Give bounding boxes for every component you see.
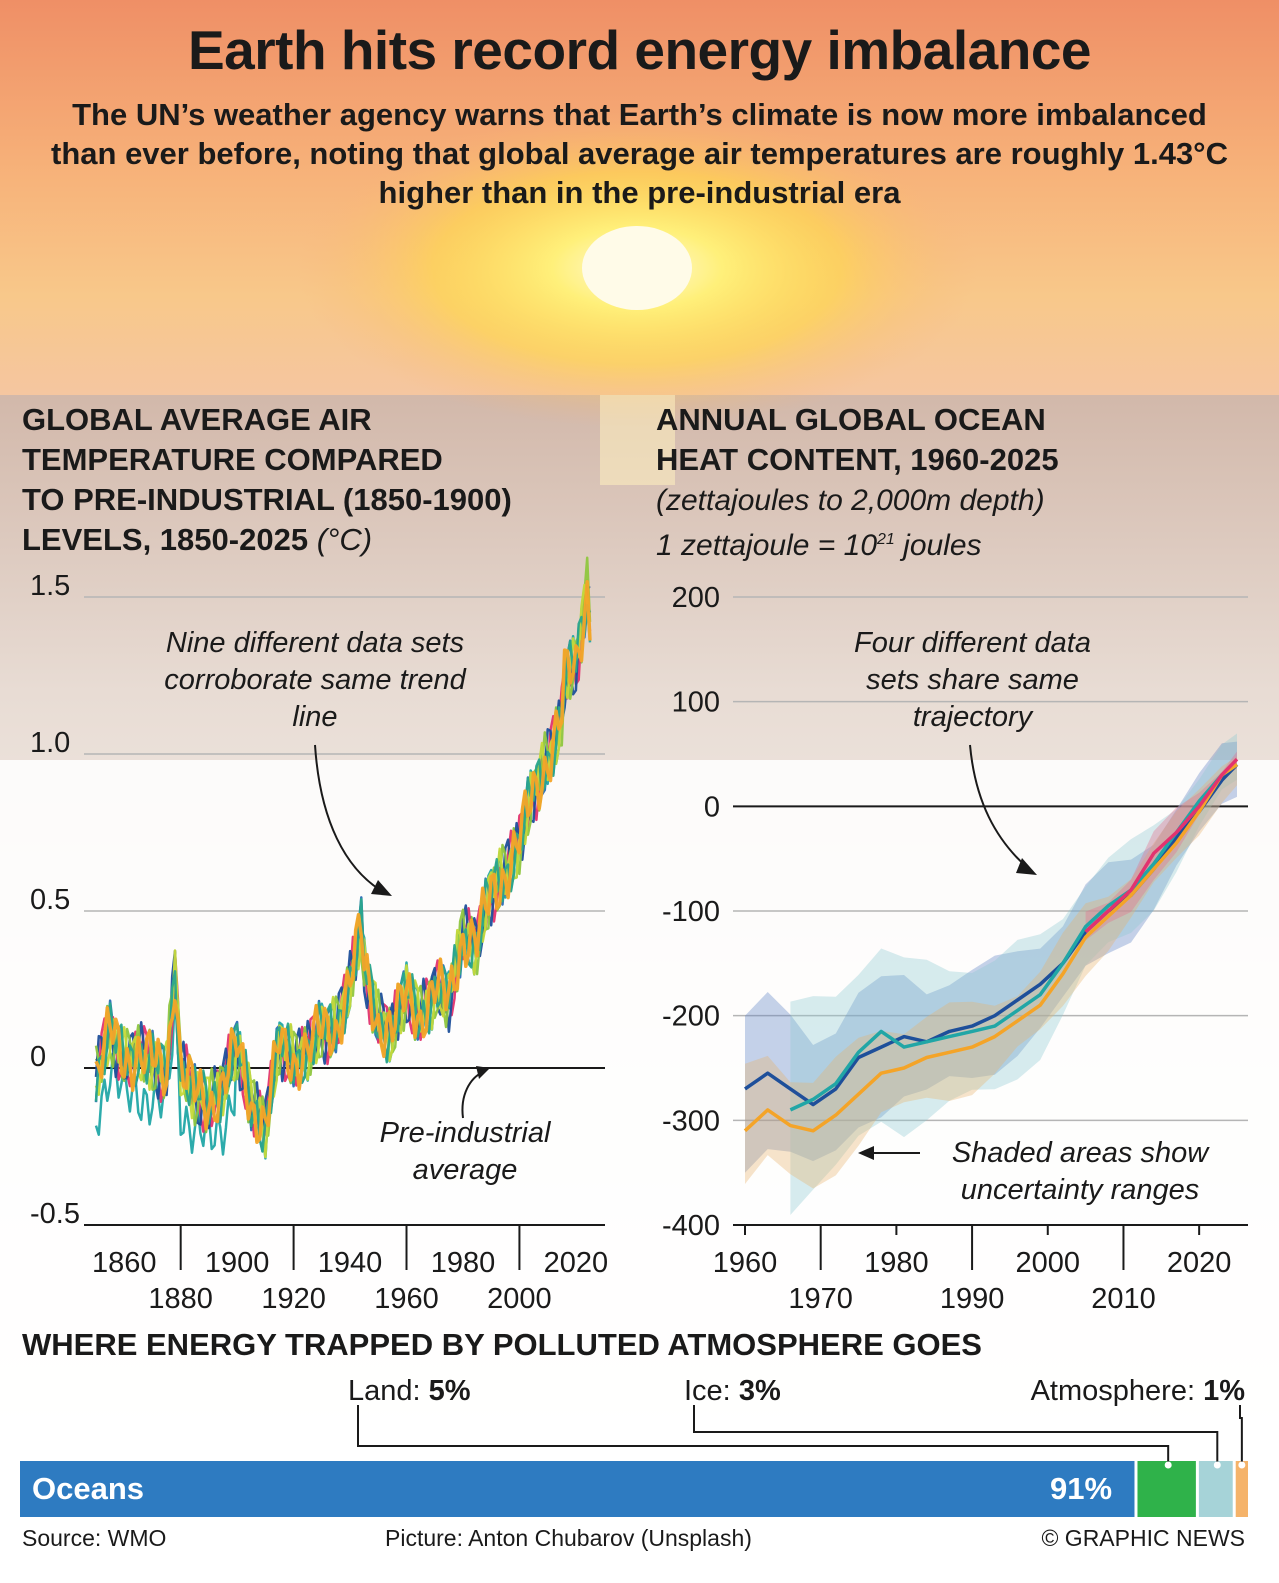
bar-segment-oceans (20, 1461, 1135, 1517)
definition-tail: joules (894, 529, 982, 562)
sun-reflection (600, 395, 675, 485)
arrow-head (476, 1066, 490, 1079)
atmosphere-value: 1% (1203, 1375, 1245, 1407)
arrow-head (371, 880, 392, 896)
uncertainty-band (745, 741, 1237, 1173)
x-tick-label: 1920 (261, 1283, 326, 1315)
definition-text: 1 zettajoule = 10 (656, 529, 878, 562)
air-temperature-chart: 1.5 1.0 0.5 0 -0.5 1860 1900 1940 1980 2020 1880 19… (30, 556, 609, 1315)
y-tick-label: 1.0 (30, 727, 70, 759)
atmosphere-label: Atmosphere: 1% (1031, 1375, 1245, 1408)
annotation-arrow (969, 744, 1031, 871)
arrow-head (1016, 858, 1037, 875)
y-tick-label: 1.5 (30, 570, 70, 602)
bar-segment-atmosphere (1235, 1461, 1248, 1517)
page-subtitle: The UN’s weather agency warns that Earth… (51, 97, 1228, 210)
pre-industrial-label: Pre-industrial average (379, 1117, 551, 1186)
ice-label-text: Ice: (684, 1375, 739, 1407)
connector-dot (1164, 1461, 1172, 1469)
y-tick-label: 0 (704, 791, 720, 823)
ocean-heat-chart: 200 100 0 -100 -200 -300 -400 1960 1980 2000 2020 1… (662, 582, 1248, 1315)
x-tick-label: 2000 (1016, 1247, 1081, 1279)
y-tick-label: 200 (672, 582, 720, 614)
data-series-line (1084, 757, 1239, 934)
y-tick-label: -400 (662, 1210, 720, 1242)
energy-distribution-bar (20, 1405, 1248, 1517)
title-line: HEAT CONTENT, 1960-2025 (656, 442, 1059, 477)
graphic-news-credit: © GRAPHIC NEWS (1041, 1525, 1245, 1551)
x-tick-label: 1940 (318, 1247, 383, 1279)
zettajoule-definition: 1 zettajoule = 1021 joules (656, 520, 982, 565)
title-line-text: LEVELS, 1850-2025 (22, 522, 309, 557)
y-tick-label: 100 (672, 687, 720, 719)
x-tick-label: 1980 (864, 1247, 929, 1279)
uncertainty-band (790, 733, 1237, 1215)
x-tick-label: 2020 (1167, 1247, 1232, 1279)
connector-line (357, 1405, 1170, 1465)
sun (582, 226, 692, 310)
x-tick-label: 1900 (205, 1247, 270, 1279)
x-tick-label: 2010 (1091, 1283, 1156, 1315)
y-tick-label: -0.5 (30, 1198, 80, 1230)
annotation-arrow (314, 744, 386, 894)
bar-segment-land (1137, 1461, 1196, 1517)
connector-dot (1238, 1461, 1246, 1469)
y-tick-label: -200 (662, 1001, 720, 1033)
ocean-heat-chart-title: ANNUAL GLOBAL OCEAN HEAT CONTENT, 1960-2… (656, 400, 1059, 480)
ice-label: Ice: 3% (684, 1375, 781, 1408)
y-tick-label: 0 (30, 1041, 46, 1073)
ocean-unit-label: (zettajoules to 2,000m depth) (656, 484, 1045, 517)
land-value: 5% (428, 1375, 471, 1407)
right-trend-annotation: Four different data sets share same traj… (854, 627, 1091, 733)
title-line: TO PRE-INDUSTRIAL (1850-1900) (22, 482, 512, 517)
x-tick-label: 2000 (487, 1283, 552, 1315)
x-tick-label: 1960 (713, 1247, 778, 1279)
x-tick-label: 1960 (374, 1283, 439, 1315)
arrow-head (858, 1146, 874, 1160)
x-tick-label: 1880 (148, 1283, 213, 1315)
atmosphere-label-text: Atmosphere: (1030, 1375, 1204, 1407)
bar-section-title: WHERE ENERGY TRAPPED BY POLLUTED ATMOSPH… (22, 1327, 982, 1362)
bar-segment-ice (1198, 1461, 1233, 1517)
title-line: TEMPERATURE COMPARED (22, 442, 443, 477)
land-label-text: Land: (348, 1375, 429, 1407)
annotation-arrow (461, 1071, 484, 1119)
air-temp-chart-title: GLOBAL AVERAGE AIR TEMPERATURE COMPARED … (22, 400, 512, 560)
y-tick-label: 0.5 (30, 884, 70, 916)
x-tick-label: 1970 (788, 1283, 853, 1315)
uncertainty-annotation: Shaded areas show uncertainty ranges (951, 1137, 1209, 1206)
oceans-label: Oceans (32, 1471, 145, 1506)
title-line: LEVELS, 1850-2025 (°C) (22, 520, 512, 560)
data-series-line (789, 763, 1238, 1112)
unit-label: (°C) (316, 522, 373, 557)
x-tick-label: 1980 (431, 1247, 496, 1279)
source-credit: Source: WMO (22, 1525, 167, 1551)
land-label: Land: 5% (348, 1375, 471, 1408)
x-tick-label: 1990 (940, 1283, 1005, 1315)
uncertainty-band (745, 756, 1237, 1189)
y-tick-label: -100 (662, 896, 720, 928)
connector-line (1239, 1405, 1243, 1465)
picture-credit: Picture: Anton Chubarov (Unsplash) (385, 1525, 752, 1551)
x-tick-label: 2020 (544, 1247, 609, 1279)
data-series-line (743, 763, 1238, 1133)
connector-line (693, 1405, 1219, 1465)
page-title: Earth hits record energy imbalance (187, 19, 1092, 81)
data-series-line (94, 580, 592, 1145)
oceans-value: 91% (1050, 1471, 1113, 1506)
x-tick-label: 1860 (92, 1247, 157, 1279)
y-tick-label: -300 (662, 1105, 720, 1137)
title-line: ANNUAL GLOBAL OCEAN (656, 402, 1046, 437)
ice-value: 3% (738, 1375, 781, 1407)
left-trend-annotation: Nine different data sets corroborate sam… (164, 627, 466, 733)
connector-dot (1213, 1461, 1221, 1469)
definition-exponent: 21 (877, 531, 895, 548)
title-line: GLOBAL AVERAGE AIR (22, 402, 372, 437)
